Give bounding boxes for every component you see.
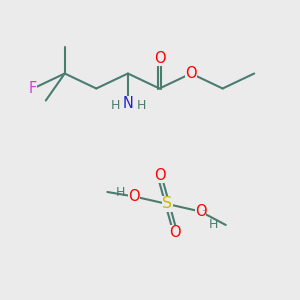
Text: O: O xyxy=(169,225,181,240)
Text: O: O xyxy=(128,189,140,204)
Text: ·: · xyxy=(129,190,133,203)
Text: H: H xyxy=(111,99,121,112)
Text: ·: · xyxy=(202,205,206,218)
Text: H: H xyxy=(208,218,218,232)
Text: N: N xyxy=(123,96,134,111)
Text: O: O xyxy=(195,204,206,219)
Text: O: O xyxy=(185,66,197,81)
Text: H: H xyxy=(115,185,124,199)
Text: O: O xyxy=(154,168,165,183)
Text: S: S xyxy=(162,196,172,211)
Text: O: O xyxy=(154,51,165,66)
Text: F: F xyxy=(29,81,37,96)
Text: H: H xyxy=(136,99,146,112)
